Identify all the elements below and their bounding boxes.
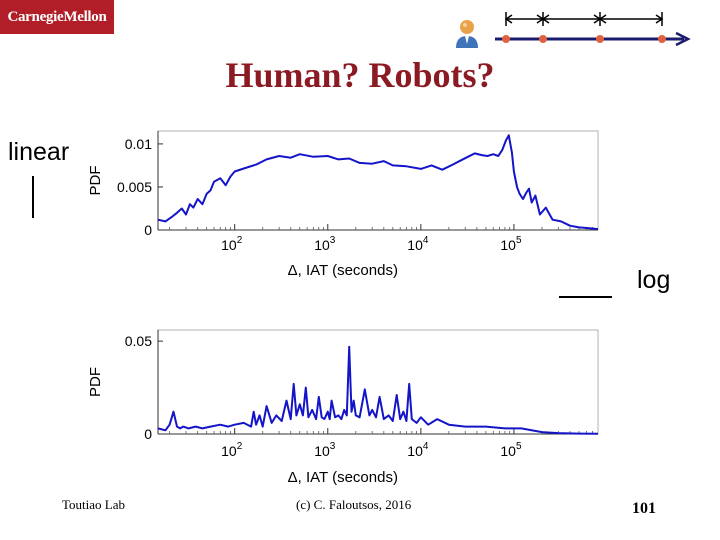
x-tick-label: 104	[407, 235, 429, 253]
chart-log-pdf: 0 0.05 102 103 104 105 PDF Δ, IAT (seconds)	[87, 329, 599, 486]
y-tick-label: 0	[144, 222, 152, 238]
series-line	[157, 134, 599, 231]
y-axis-label: PDF	[87, 367, 104, 397]
x-tick-label: 105	[500, 235, 522, 253]
x-tick-exponent: 4	[423, 235, 429, 246]
plot-frame	[157, 130, 599, 231]
x-tick-exponent: 4	[423, 441, 429, 452]
x-axis-label: Δ, IAT (seconds)	[288, 469, 398, 486]
x-tick-exponent: 3	[330, 235, 336, 246]
chart-linear-pdf: 0 0.005 0.01 102 103 104 105 PDF Δ, IAT (secon…	[87, 130, 599, 279]
y-tick-label: 0.05	[125, 333, 152, 349]
x-tick-label: 104	[407, 441, 429, 459]
y-tick-label: 0.005	[117, 179, 152, 195]
y-tick-label: 0	[144, 426, 152, 442]
x-tick-exponent: 3	[330, 441, 336, 452]
x-axis-label: Δ, IAT (seconds)	[288, 262, 398, 279]
label-log: log	[637, 266, 671, 294]
plot-frame	[157, 329, 599, 435]
x-tick-label: 102	[221, 441, 243, 459]
timeline-diagram	[456, 12, 691, 48]
linear-indicator-bar	[32, 176, 34, 218]
y-axis-label: PDF	[87, 166, 104, 196]
x-tick-exponent: 2	[237, 441, 243, 452]
x-tick-exponent: 2	[237, 235, 243, 246]
page-number: 101	[632, 500, 656, 517]
x-tick-exponent: 5	[516, 235, 522, 246]
person-icon	[456, 20, 478, 48]
x-tick-label: 103	[314, 235, 336, 253]
footer-lab-name: Toutiao Lab	[62, 497, 125, 512]
log-indicator-bar	[559, 296, 612, 298]
x-tick-label: 102	[221, 235, 243, 253]
interval-arrows	[504, 12, 664, 26]
cmu-logo: CarnegieMellon	[0, 0, 114, 34]
y-tick-label: 0.01	[125, 136, 152, 152]
series-line	[157, 345, 599, 435]
timeline-axis	[495, 31, 691, 47]
footer-copyright: (c) C. Faloutsos, 2016	[296, 497, 412, 512]
x-tick-exponent: 5	[516, 441, 522, 452]
slide-title: Human? Robots?	[225, 55, 495, 95]
x-tick-label: 105	[500, 441, 522, 459]
x-tick-label: 103	[314, 441, 336, 459]
label-linear: linear	[8, 138, 70, 166]
